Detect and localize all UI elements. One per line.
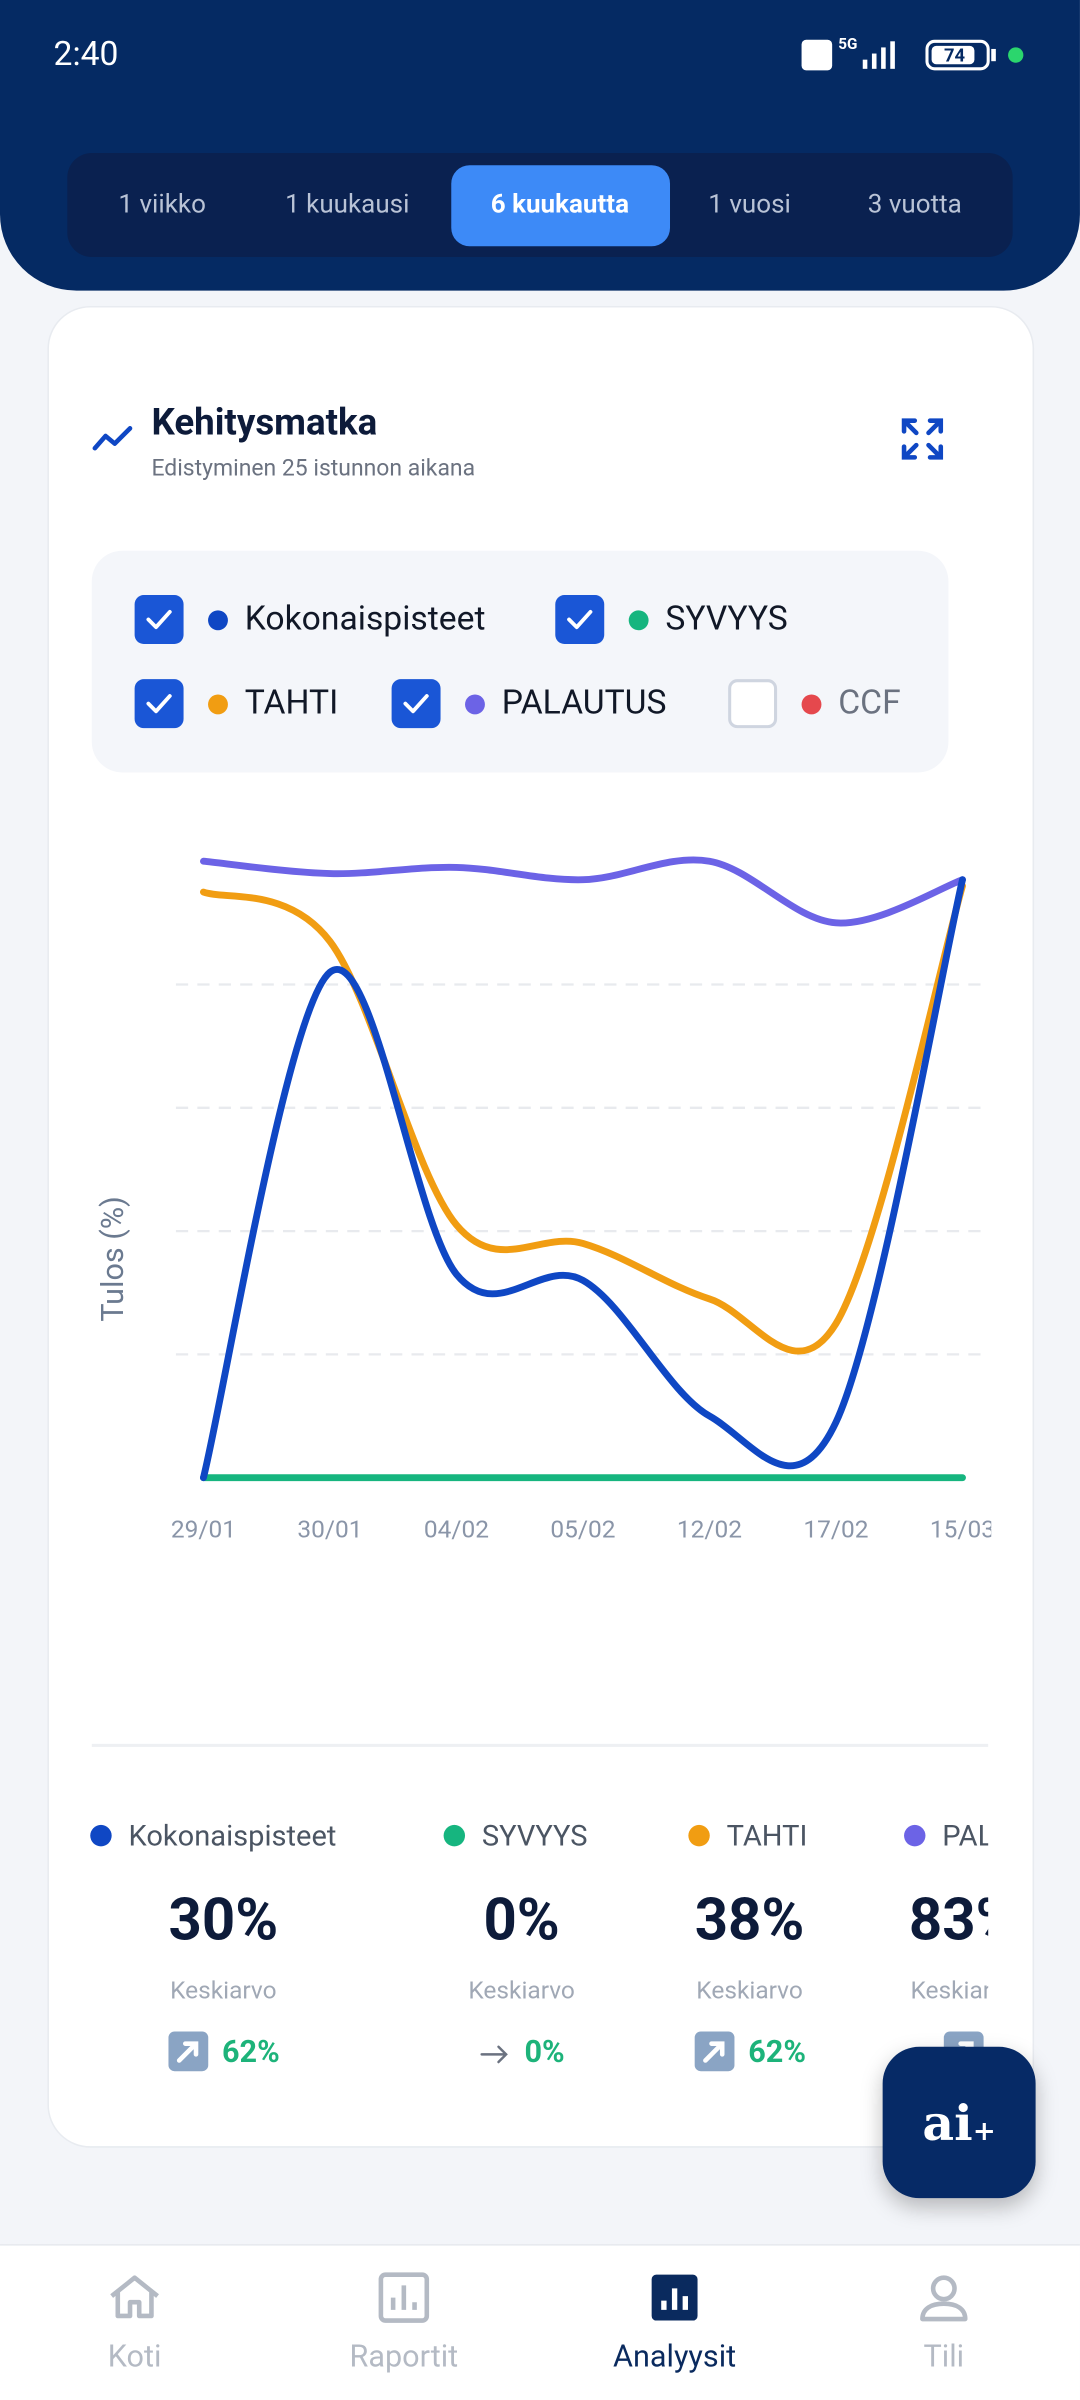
bottom-nav: Koti Raportit Analyysit Tili: [0, 2244, 1080, 2400]
summary-name: PALAUTUS: [942, 1818, 988, 1854]
legend-label[interactable]: SYVYYS: [665, 600, 788, 639]
status-icons: 5G 74: [801, 35, 1024, 71]
summary-caption: Keskiarvo: [468, 1975, 575, 2005]
battery-level: 74: [944, 45, 966, 66]
trend-row: 0%: [479, 2030, 565, 2073]
nav-label[interactable]: Koti: [107, 2337, 162, 2375]
tab[interactable]: 3 vuotta: [867, 189, 962, 221]
line-chart: Tulos (%) 29/01 30/01 04/02 05/02 12/02 17/02…: [96, 856, 995, 1544]
legend-checkbox[interactable]: [728, 679, 778, 729]
y-axis-label: Tulos (%): [96, 1196, 131, 1321]
status-time: 2:40: [53, 35, 119, 75]
network-icon: 5G: [838, 35, 857, 53]
active-tab-bg[interactable]: [451, 165, 671, 247]
legend-checkbox[interactable]: [555, 595, 605, 645]
nav-label[interactable]: Tili: [923, 2337, 965, 2375]
signal-bar: [871, 53, 877, 69]
check-mark: [567, 609, 593, 630]
trend-change: 62%: [748, 2032, 806, 2070]
nav-label[interactable]: Analyysit: [613, 2337, 737, 2375]
trend-icon: [694, 2031, 735, 2072]
trend-row: 62%: [167, 2030, 280, 2073]
summary-dot: [904, 1824, 926, 1847]
legend-label[interactable]: TAHTI: [244, 684, 339, 723]
summary-value: 38%: [694, 1887, 805, 1955]
check-mark: [146, 694, 172, 714]
x-tick-label: 29/01: [171, 1515, 236, 1544]
divider: [91, 1743, 989, 1747]
nav-label[interactable]: Raportit: [349, 2337, 459, 2375]
trend-icon: [92, 426, 133, 451]
legend-checkbox[interactable]: [134, 679, 184, 729]
series-line: [200, 856, 966, 927]
battery-fill: [931, 45, 975, 65]
legend-dot: [208, 694, 228, 715]
trend-row: 62%: [693, 2030, 806, 2073]
battery-tip: [991, 48, 996, 62]
summary-name: TAHTI: [726, 1818, 808, 1854]
nav-icon[interactable]: [373, 2270, 434, 2325]
series-line: [200, 882, 966, 1355]
summary-dot: [688, 1824, 710, 1847]
volte-icon: [801, 39, 833, 71]
trend-change: 62%: [222, 2032, 280, 2070]
summary-dot: [443, 1824, 466, 1847]
summary-caption: Keskiarvo: [170, 1975, 277, 2005]
ai-plus: +: [972, 2115, 996, 2148]
legend-label[interactable]: PALAUTUS: [501, 684, 667, 723]
legend-label[interactable]: CCF: [838, 684, 901, 723]
legend-dot: [465, 694, 485, 715]
tab[interactable]: 1 vuosi: [708, 189, 791, 221]
battery-icon: [925, 39, 990, 71]
status-dot: [1008, 47, 1024, 63]
x-tick-label: 05/02: [550, 1515, 615, 1544]
card-title: Kehitysmatka: [151, 400, 378, 444]
legend-dot: [208, 610, 228, 631]
ai-label: ai: [922, 2094, 973, 2153]
tab[interactable]: 6 kuukautta: [490, 189, 630, 221]
legend-checkbox[interactable]: [391, 679, 441, 729]
legend-dot: [801, 694, 822, 715]
summary-value: 30%: [168, 1887, 279, 1955]
x-tick-label: 30/01: [297, 1515, 362, 1544]
nav-icon[interactable]: [913, 2270, 974, 2325]
legend-checkbox[interactable]: [134, 595, 184, 645]
card-subtitle: Edistyminen 25 istunnon aikana: [151, 454, 476, 482]
summary-dot: [90, 1824, 112, 1847]
series-line: [200, 876, 966, 1482]
x-tick-label: 04/02: [424, 1515, 489, 1544]
nav-icon[interactable]: [644, 2270, 705, 2325]
summary-value: 83%: [908, 1887, 988, 1955]
summary-row: Kokonaispisteet 30% Keskiarvo 62% SYVYYS 0% Ke…: [47, 1774, 988, 2111]
ai-button[interactable]: ai+: [882, 2046, 1036, 2199]
signal-bar: [890, 41, 895, 69]
expand-button[interactable]: [899, 416, 945, 462]
summary-name: SYVYYS: [481, 1818, 588, 1854]
tab[interactable]: 1 kuukausi: [285, 189, 410, 221]
tab[interactable]: 1 viikko: [118, 189, 206, 221]
signal-bar: [881, 47, 886, 69]
signal-bar: [862, 59, 868, 69]
legend-dot: [628, 610, 649, 631]
legend: Kokonaispisteet SYVYYS TAHTI PALAUTUS CCF: [91, 550, 949, 773]
nav-icon[interactable]: [104, 2270, 165, 2325]
summary-value: 0%: [483, 1887, 560, 1955]
check-mark: [146, 609, 172, 630]
summary-caption: Keskiarvo: [910, 1975, 988, 2005]
x-tick-label: 15/03: [930, 1515, 995, 1544]
trend-change: 0%: [524, 2032, 565, 2070]
trend-icon: [480, 2045, 508, 2064]
trend-icon: [168, 2031, 209, 2072]
legend-label[interactable]: Kokonaispisteet: [244, 600, 486, 639]
period-tabs: 1 viikko 1 kuukausi 6 kuukautta 1 vuosi 3 vu…: [67, 152, 1013, 257]
x-tick-label: 12/02: [677, 1515, 742, 1544]
summary-caption: Keskiarvo: [696, 1975, 803, 2005]
x-tick-label: 17/02: [803, 1515, 868, 1544]
summary-name: Kokonaispisteet: [128, 1818, 337, 1854]
check-mark: [403, 694, 429, 714]
